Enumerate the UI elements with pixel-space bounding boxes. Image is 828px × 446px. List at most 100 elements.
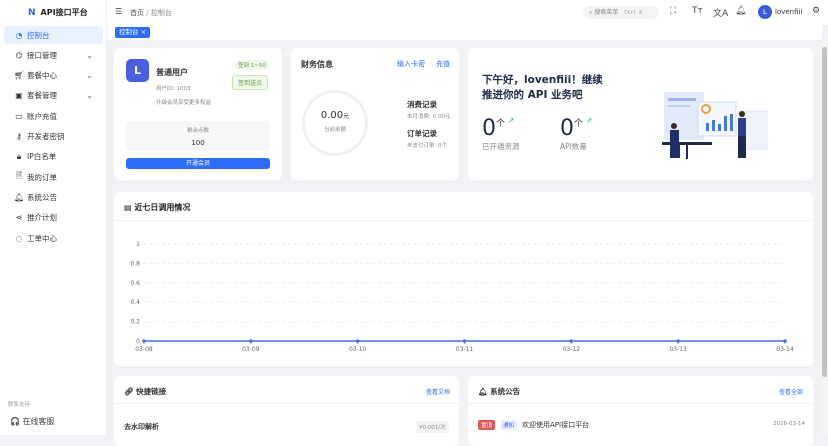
- points-value: 100: [191, 139, 205, 147]
- divider: [114, 220, 813, 221]
- sidebar-item-9[interactable]: ⋖ 推介计划: [4, 209, 103, 227]
- x-tick-label: 03-11: [456, 346, 474, 353]
- sidebar-item-4[interactable]: ▭ 账户充值: [4, 107, 103, 125]
- app-logo[interactable]: N API接口平台: [28, 7, 88, 18]
- consume-detail: 本月消费: 0.00元: [407, 114, 451, 120]
- search-shortcut: Ctrl K: [624, 10, 643, 16]
- search-placeholder: 搜索菜单: [594, 9, 619, 16]
- sidebar-item-2[interactable]: 🛒︎ 套餐中心 ⌄: [4, 67, 103, 85]
- y-tick-label: 0: [136, 338, 140, 345]
- chevron-down-icon[interactable]: ⌄: [86, 50, 93, 60]
- sidebar-item-label: 工单中心: [27, 233, 57, 243]
- app-title: API接口平台: [40, 8, 88, 17]
- sidebar-item-label: 系统公告: [27, 192, 57, 202]
- sidebar-item-label: 套餐中心: [27, 71, 57, 81]
- sidebar-item-label: 接口管理: [27, 50, 57, 60]
- data-point[interactable]: [569, 339, 574, 343]
- x-tick-label: 03-08: [135, 346, 153, 353]
- sidebar-item-7[interactable]: 🗎 我的订单: [4, 168, 103, 186]
- sidebar-item-label: 开发者密钥: [27, 132, 65, 141]
- document-icon: 🗎: [15, 171, 23, 181]
- notice-type-tag: 通知: [500, 420, 518, 430]
- chart-card: ▤ 近七日调用情况 0 0.2 0.4 0.6 0.8 1 03-08 03-09 03-10 0…: [114, 192, 813, 366]
- data-point[interactable]: [249, 339, 253, 343]
- notices-title: 🔔︎ 系统公告: [478, 386, 520, 397]
- data-point[interactable]: [355, 339, 360, 343]
- x-tick-label: 03-12: [563, 346, 581, 353]
- call-trend-chart: 0 0.2 0.4 0.6 0.8 1 03-08 03-09 03-10 03-11 03-12 0…: [130, 241, 794, 353]
- trend-up-icon: ↗: [585, 116, 593, 125]
- balance-value: 0.00: [320, 110, 344, 121]
- data-point[interactable]: [462, 339, 467, 343]
- consume-title[interactable]: 消费记录: [407, 100, 437, 109]
- sidebar-item-label: 账户充值: [27, 111, 57, 121]
- lock-icon: 🔒︎: [16, 151, 22, 161]
- y-tick-label: 0.6: [130, 280, 140, 287]
- signin-button[interactable]: 签到送点: [232, 75, 269, 90]
- breadcrumb-home[interactable]: 首页: [130, 9, 144, 17]
- data-point[interactable]: [142, 339, 146, 343]
- x-tick-label: 03-14: [776, 346, 794, 353]
- recharge-link[interactable]: 充值: [436, 60, 450, 68]
- key-icon: ⚷: [16, 132, 22, 141]
- view-docs-link[interactable]: 查看文档: [426, 389, 451, 396]
- support-label: 联系支持: [8, 402, 31, 408]
- finance-title: 财务信息: [301, 60, 333, 69]
- notice-item[interactable]: 欢迎使用API接口平台: [522, 421, 590, 429]
- sidebar-item-6[interactable]: 🔒︎ IP白名单: [4, 148, 103, 166]
- sidebar-item-5[interactable]: ⚷ 开发者密钥: [4, 128, 103, 146]
- enter-card-key-link[interactable]: 输入卡密: [397, 60, 425, 68]
- points-label: 剩余点数: [186, 128, 209, 134]
- quick-link-item[interactable]: 去水印解析: [124, 423, 159, 431]
- fullscreen-icon[interactable]: ⛶: [670, 6, 677, 16]
- stat-label: 已开通资源: [482, 142, 520, 151]
- bell-icon: 🔔︎: [478, 387, 488, 396]
- online-support-link[interactable]: 🎧 在线客服: [10, 417, 55, 426]
- search-input[interactable]: ⌕ 搜索菜单 Ctrl K: [583, 6, 659, 19]
- collapse-menu-icon[interactable]: ☰: [115, 7, 123, 16]
- balance-label: 当前余额: [323, 127, 346, 133]
- chat-icon: ◌: [15, 233, 23, 243]
- sidebar-item-label: 我的订单: [27, 172, 57, 182]
- welcome-card: 下午好，lovenfiii！继续 推进你的 API 业务吧 0个 ↗ 已开通资源 0…: [468, 48, 813, 180]
- stat-value: 0: [482, 116, 496, 141]
- share-icon: ⋖: [15, 213, 23, 223]
- view-all-link[interactable]: 查看全部: [779, 389, 804, 396]
- sidebar-item-8[interactable]: 🔔︎ 系统公告: [4, 188, 103, 206]
- upgrade-hint: 升级会员享受更多权益: [156, 100, 212, 106]
- tab-dashboard[interactable]: 控制台 ×: [115, 27, 151, 38]
- translate-icon[interactable]: 文A: [713, 9, 729, 19]
- sidebar-item-10[interactable]: ◌ 工单中心: [4, 229, 103, 247]
- breadcrumb: 首页 / 控制台: [130, 9, 172, 17]
- scrollbar-thumb[interactable]: [822, 47, 827, 377]
- font-size-icon[interactable]: Tт: [692, 6, 703, 16]
- order-detail: 未支付订单: 0个: [407, 143, 448, 149]
- sidebar-item-1[interactable]: ⌬ 接口管理 ⌄: [4, 46, 103, 64]
- quick-links-title: 🔗︎ 快捷链接: [124, 386, 166, 397]
- data-point[interactable]: [783, 339, 787, 343]
- bell-icon[interactable]: 🔔︎: [735, 6, 747, 16]
- settings-icon[interactable]: ⚙: [812, 6, 821, 16]
- balance-ring: 0.00元 当前余额: [302, 90, 368, 156]
- data-point[interactable]: [676, 339, 680, 343]
- stat-value: 0: [560, 116, 574, 141]
- chevron-down-icon[interactable]: ⌄: [86, 71, 93, 81]
- chart-title-text: 近七日调用情况: [134, 203, 191, 212]
- dashboard-icon: ◔: [15, 30, 23, 40]
- chevron-down-icon[interactable]: ⌄: [86, 91, 93, 101]
- user-role: 普通用户: [156, 68, 188, 77]
- online-support-label: 在线客服: [22, 417, 55, 426]
- close-icon[interactable]: ×: [140, 28, 147, 36]
- sidebar-item-3[interactable]: ▣ 套餐管理 ⌄: [4, 87, 103, 105]
- chart-icon: ▤: [124, 203, 132, 212]
- sidebar-item-0[interactable]: ◔ 控制台: [4, 26, 103, 44]
- order-title[interactable]: 订单记录: [407, 129, 437, 138]
- y-tick-label: 0.4: [130, 299, 140, 306]
- user-avatar[interactable]: L: [758, 5, 772, 19]
- top-header: ☰ 首页 / 控制台 ⌕ 搜索菜单 Ctrl K ⛶ Tт 文A 🔔︎ L lov…: [107, 0, 828, 25]
- chart-title: ▤ 近七日调用情况: [124, 202, 190, 213]
- user-name[interactable]: lovenfiii: [775, 8, 803, 16]
- upgrade-button[interactable]: 开通会员: [126, 158, 270, 169]
- sidebar-item-label: IP白名单: [27, 152, 57, 162]
- divider: [114, 403, 459, 404]
